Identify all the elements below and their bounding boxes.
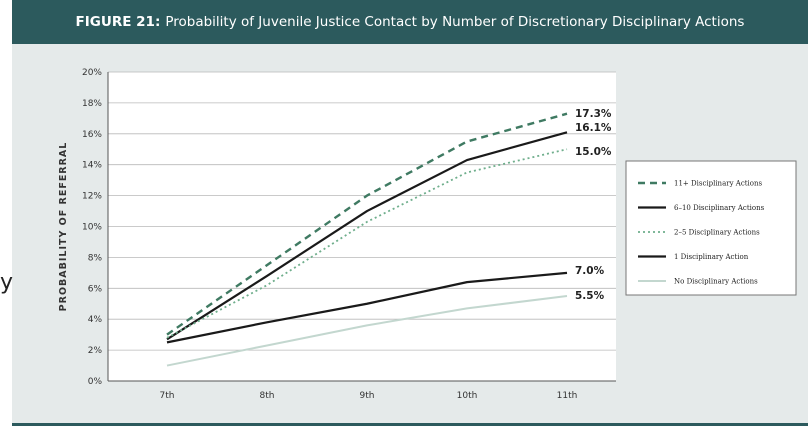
y-tick-label: 14% (82, 161, 102, 171)
x-tick-label: 7th (160, 391, 175, 401)
y-tick-label: 4% (88, 315, 103, 325)
legend-label: 11+ Disciplinary Actions (674, 180, 763, 188)
y-tick-label: 6% (88, 284, 103, 294)
x-tick-label: 11th (557, 391, 578, 401)
figure-panel: FIGURE 21: Probability of Juvenile Justi… (12, 0, 808, 426)
y-tick-label: 8% (88, 253, 103, 263)
stray-text: y (0, 270, 14, 295)
series-line (166, 112, 568, 336)
legend-label: 2–5 Disciplinary Actions (674, 229, 760, 237)
series-line (166, 295, 568, 367)
y-axis-label: PROBABILITY OF REFERRAL (58, 142, 69, 312)
series-line (166, 131, 568, 341)
legend-label: No Disciplinary Actions (674, 278, 758, 286)
data-label: 16.1% (575, 122, 612, 134)
legend-label: 6–10 Disciplinary Actions (674, 204, 765, 212)
x-tick-label: 9th (360, 391, 375, 401)
data-label: 7.0% (575, 265, 605, 277)
series-line (166, 148, 568, 339)
series-line (166, 271, 568, 344)
y-tick-label: 0% (88, 377, 103, 387)
line-chart: 0% 2% 4% 6% 8% 10% 12% 14% 16% 18% 20% 7th 8th 9th 10t… (58, 68, 797, 401)
figure-header: FIGURE 21: Probability of Juvenile Justi… (12, 0, 808, 44)
data-label: 15.0% (575, 146, 612, 158)
y-tick-label: 16% (82, 130, 102, 140)
y-tick-label: 18% (82, 99, 102, 109)
data-label: 5.5% (575, 290, 605, 302)
x-tick-label: 10th (457, 391, 478, 401)
legend-label: 1 Disciplinary Action (674, 253, 749, 261)
x-tick-label: 8th (260, 391, 275, 401)
y-tick-label: 10% (82, 223, 102, 233)
y-tick-label: 2% (88, 346, 103, 356)
y-tick-label: 20% (82, 68, 102, 78)
y-tick-label: 12% (82, 192, 102, 202)
data-label: 17.3% (575, 108, 612, 120)
figure-number: FIGURE 21: (75, 14, 161, 30)
figure-title: Probability of Juvenile Justice Contact … (165, 14, 745, 30)
